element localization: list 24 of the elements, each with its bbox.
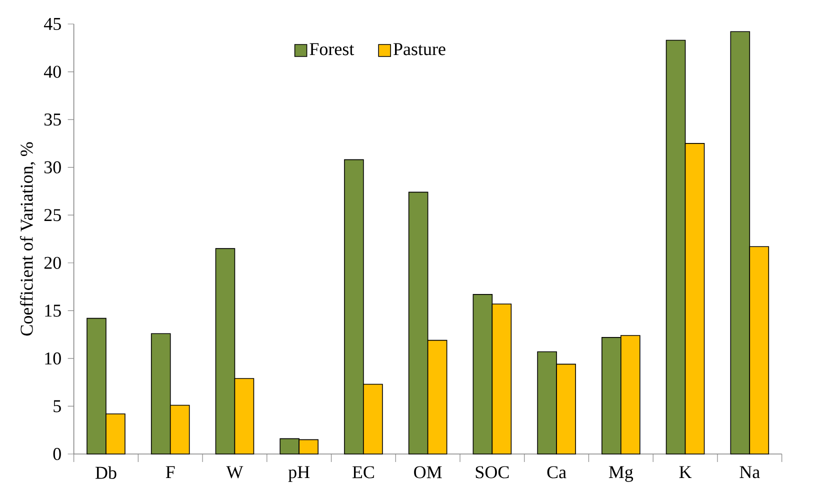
y-axis-title: Coefficient of Variation, % (20, 142, 36, 336)
x-tick-label: EC (352, 466, 374, 478)
x-tick-label: SOC (476, 466, 509, 478)
x-tick-label: Mg (608, 466, 634, 482)
y-tick-label: 0 (53, 448, 61, 460)
y-tick-label: 5 (54, 400, 61, 412)
x-tick-label: Na (740, 466, 760, 478)
x-tick-label: W (226, 466, 244, 478)
x-tick-label: F (166, 466, 175, 478)
legend-label: Forest (310, 43, 354, 56)
y-tick-label: 45 (44, 18, 61, 30)
x-tick-label: Ca (547, 466, 566, 478)
x-tick-label: OM (414, 466, 442, 478)
y-tick-label: 40 (44, 66, 61, 78)
y-tick-label: 20 (44, 256, 61, 269)
x-tick-label: K (679, 466, 692, 478)
y-tick-label: 10 (45, 352, 61, 365)
y-tick-label: 35 (44, 114, 61, 126)
legend-label: Pasture (393, 43, 446, 56)
y-tick-label: 25 (44, 209, 61, 222)
y-tick-label: 15 (45, 304, 61, 317)
y-tick-label: 30 (44, 161, 61, 174)
x-tick-label: pH (288, 466, 310, 482)
x-tick-label: Db (96, 466, 116, 479)
